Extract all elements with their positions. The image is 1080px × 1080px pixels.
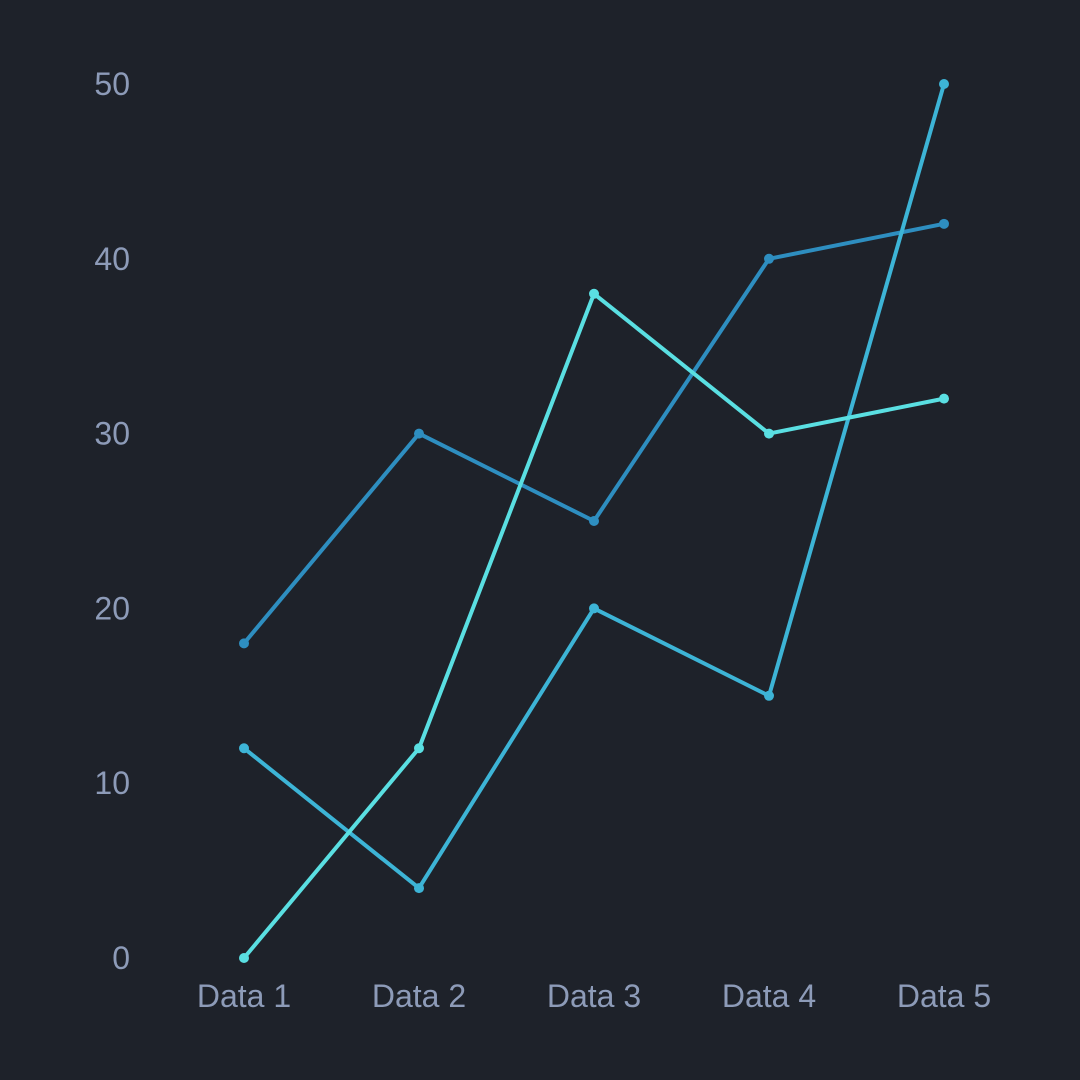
data-point[interactable] [239,953,249,963]
x-tick-label: Data 4 [722,978,816,1014]
data-point[interactable] [589,516,599,526]
data-point[interactable] [414,743,424,754]
y-tick-label: 40 [94,241,130,277]
data-point[interactable] [939,218,949,229]
series-layer [239,79,949,963]
data-point[interactable] [764,690,774,701]
data-point[interactable] [239,638,249,649]
x-tick-label: Data 2 [372,978,466,1014]
y-tick-label: 0 [112,940,130,976]
data-point[interactable] [764,253,774,264]
data-point[interactable] [939,79,949,89]
y-tick-label: 30 [94,416,130,452]
series-2 [239,79,949,894]
x-tick-label: Data 3 [547,978,641,1014]
y-tick-label: 10 [94,765,130,801]
data-point[interactable] [239,743,249,754]
data-point[interactable] [589,288,599,299]
y-tick-label: 20 [94,590,130,626]
data-point[interactable] [939,393,949,404]
series-3 [239,288,949,963]
y-axis: 0 10 20 30 40 50 [94,66,130,976]
data-point[interactable] [414,428,424,439]
series-1 [239,218,949,649]
data-point[interactable] [589,603,599,614]
x-axis: Data 1 Data 2 Data 3 Data 4 Data 5 [197,978,991,1014]
data-point[interactable] [414,883,424,894]
x-tick-label: Data 1 [197,978,291,1014]
y-tick-label: 50 [94,66,130,102]
x-tick-label: Data 5 [897,978,991,1014]
data-point[interactable] [764,428,774,439]
